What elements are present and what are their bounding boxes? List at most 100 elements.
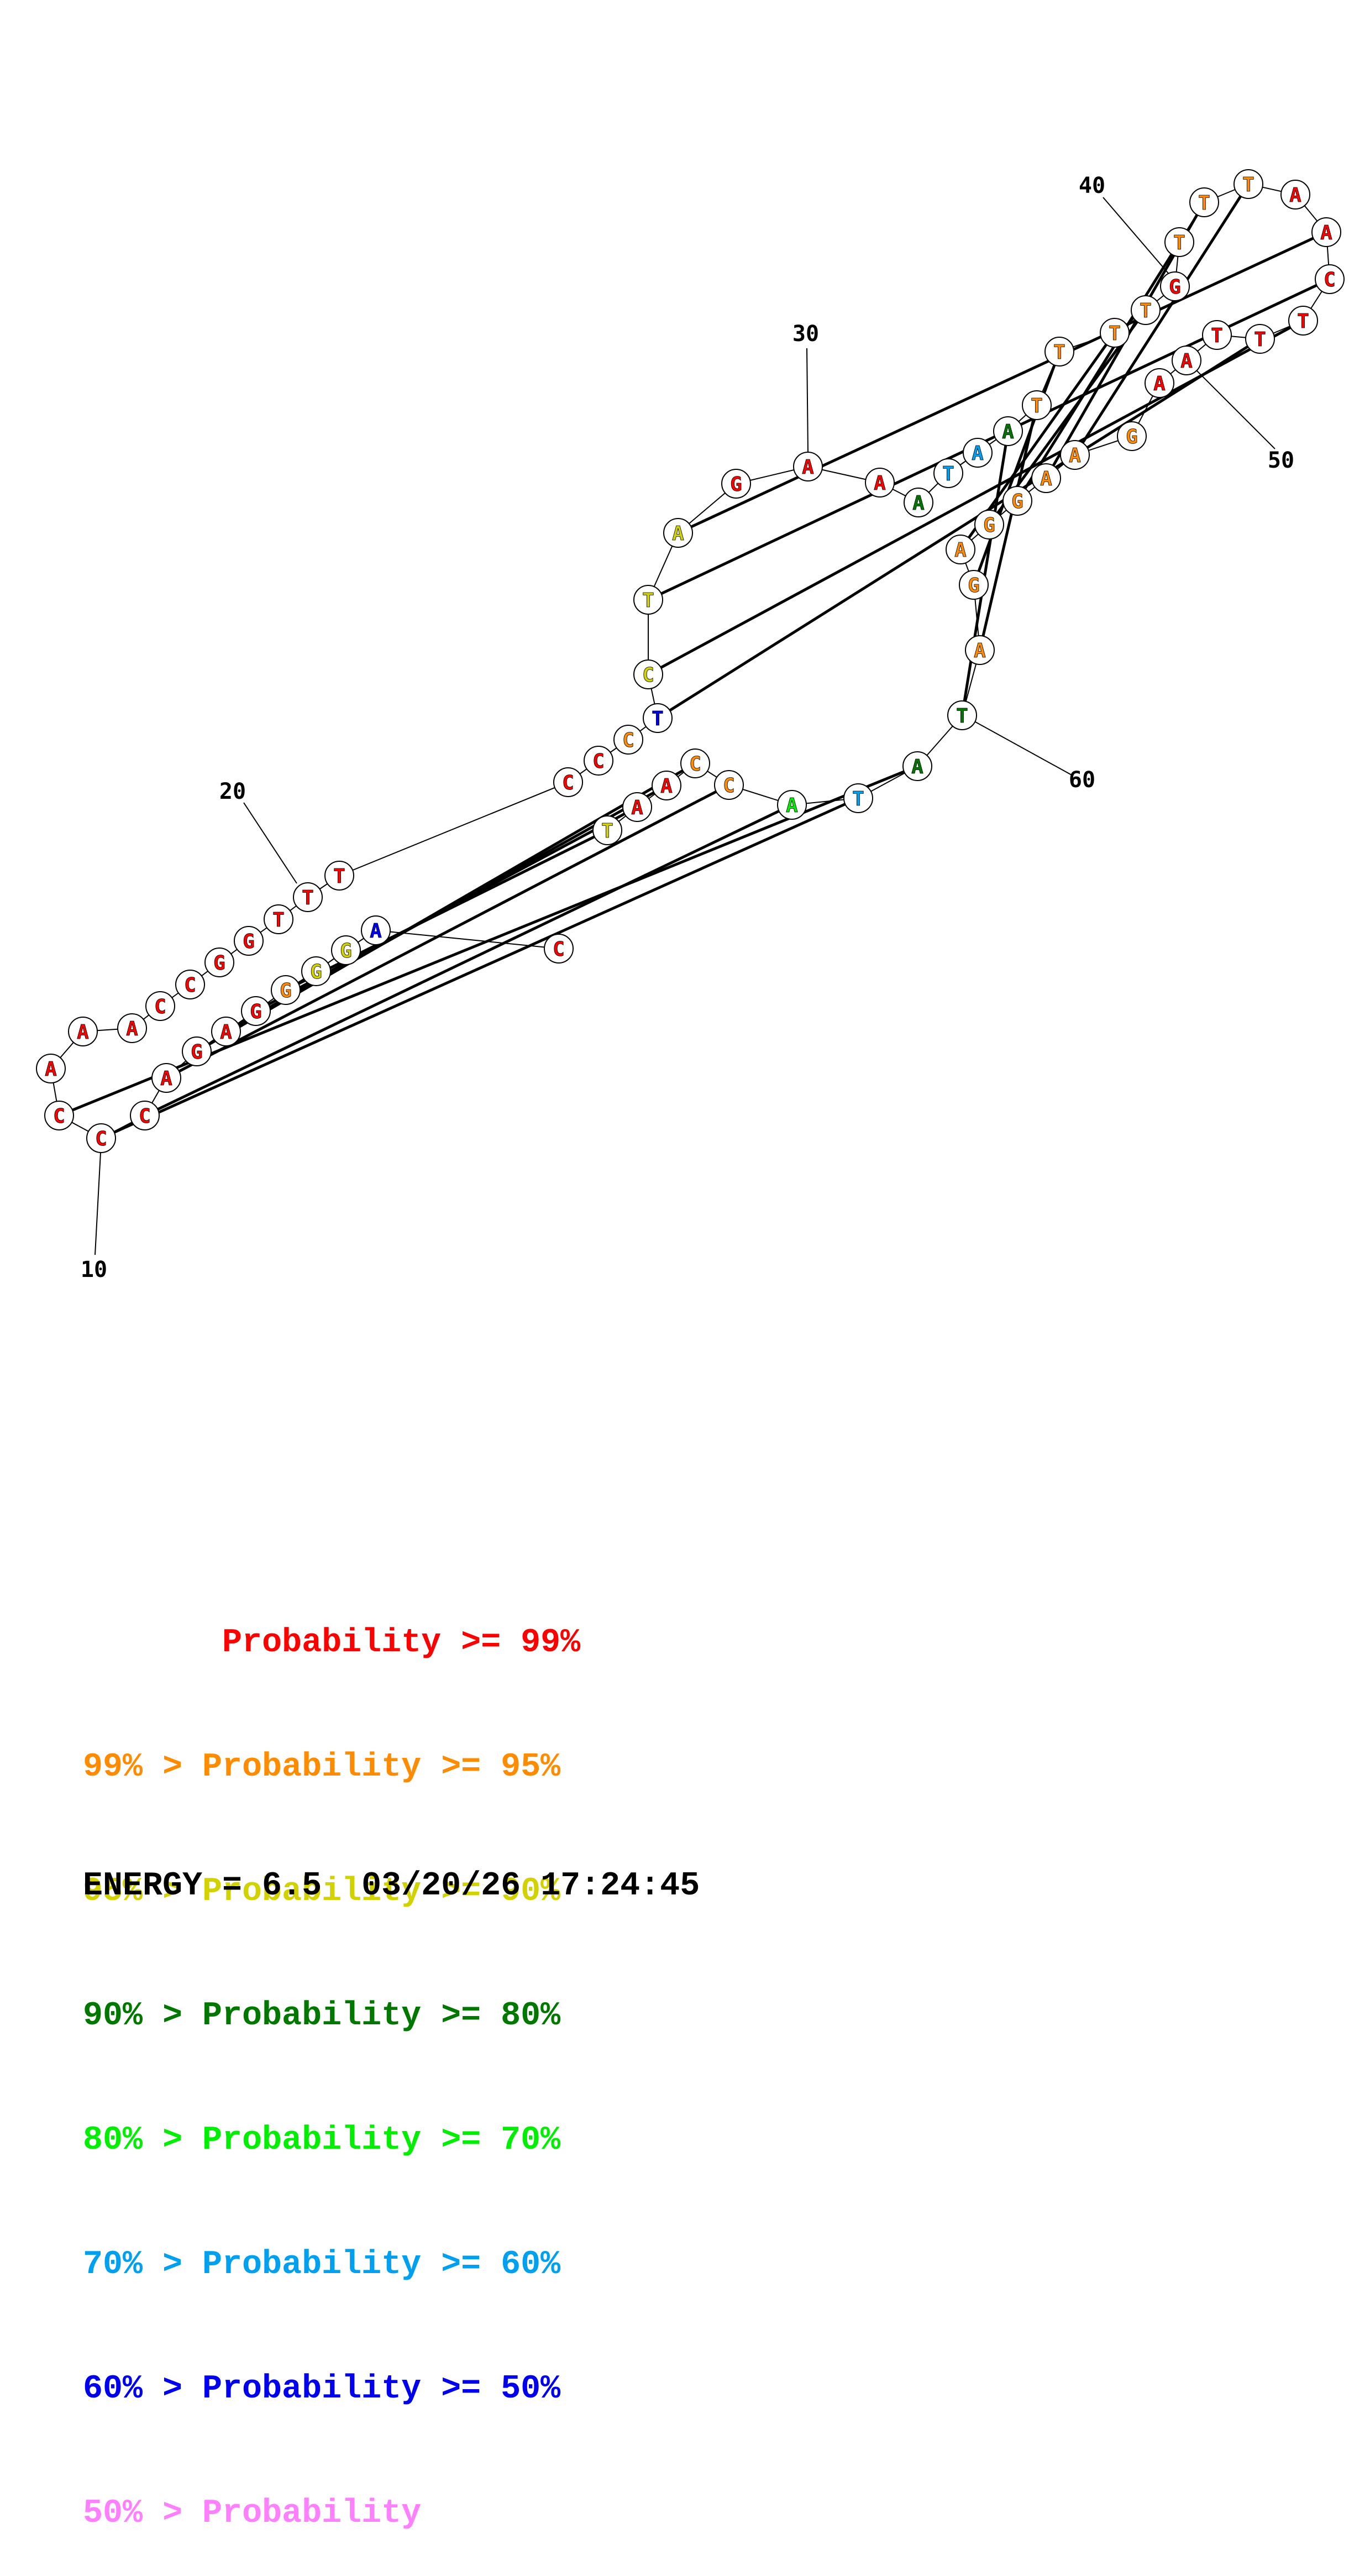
nucleotide-circle — [86, 1123, 116, 1153]
nucleotide-circle — [324, 861, 354, 891]
base-pair-bond — [657, 337, 1261, 720]
position-label: 10 — [81, 1257, 107, 1282]
nucleotide: C — [680, 748, 710, 778]
nucleotide-circle — [1145, 368, 1174, 398]
nucleotide-base: G — [1011, 490, 1023, 513]
nucleotide: C — [553, 767, 583, 797]
nucleotide-circle — [680, 748, 710, 778]
nucleotide-base: T — [642, 589, 654, 612]
nucleotide-base: T — [956, 705, 968, 727]
backbone-segment — [339, 782, 569, 876]
nucleotide-base: A — [631, 797, 643, 819]
nucleotide-base: A — [1180, 350, 1193, 373]
nucleotide: A — [36, 1054, 66, 1083]
nucleotide-base: A — [1069, 444, 1081, 467]
nucleotide-base: T — [333, 865, 345, 888]
nucleotide-base: C — [53, 1105, 65, 1128]
nucleotide-base: A — [77, 1021, 89, 1044]
nucleotide-circle — [904, 488, 933, 517]
nucleotide: T — [1131, 295, 1161, 325]
nucleotide: G — [241, 996, 271, 1026]
nucleotide: A — [993, 416, 1023, 446]
nucleotide-base: T — [1053, 341, 1065, 364]
nucleotide-base: A — [954, 539, 967, 562]
nucleotide-circle — [241, 996, 271, 1026]
nucleotide-base: T — [1173, 232, 1185, 254]
nucleotide: C — [633, 659, 663, 689]
position-tick — [95, 1152, 101, 1255]
nucleotide-base: T — [272, 909, 285, 931]
nucleotide-base: A — [1289, 184, 1301, 207]
nucleotide-base: C — [139, 1105, 151, 1128]
nucleotide-base: T — [852, 788, 864, 810]
nucleotide: G — [1002, 486, 1032, 516]
nucleotide: A — [361, 915, 391, 945]
nucleotide-circle — [622, 792, 652, 822]
nucleotide-base: T — [652, 708, 664, 730]
position-label: 40 — [1079, 173, 1105, 198]
nucleotide-circle — [130, 1101, 160, 1130]
nucleotide: A — [652, 771, 681, 800]
nucleotide: C — [714, 770, 744, 800]
nucleotide: A — [904, 488, 933, 517]
nucleotide-base: T — [1254, 328, 1266, 351]
nucleotide: C — [44, 1101, 74, 1130]
nucleotide-base: T — [1297, 310, 1309, 333]
nucleotide: A — [663, 518, 693, 548]
nucleotide-circle — [843, 783, 873, 813]
backbone — [50, 184, 1330, 1139]
nucleotide-circle — [1031, 463, 1061, 493]
nucleotide: T — [643, 703, 673, 733]
nucleotide: C — [145, 991, 175, 1021]
base-pair-bond — [1016, 241, 1181, 502]
nucleotide: C — [130, 1101, 160, 1130]
nucleotide-circle — [592, 815, 622, 845]
nucleotide: T — [1044, 337, 1074, 366]
nucleotide-base: G — [968, 574, 980, 597]
base-pair-bond — [100, 797, 859, 1140]
nucleotide-circle — [1288, 306, 1318, 336]
legend-entry-70-80: 80% > Probability >= 70% — [83, 2122, 561, 2159]
nucleotide-base: A — [1153, 373, 1166, 395]
nucleotide-base: T — [1140, 300, 1152, 322]
nucleotide-circle — [777, 790, 807, 820]
nucleotide: C — [613, 725, 643, 755]
nucleotide: T — [1164, 227, 1194, 257]
nucleotide: T — [293, 882, 323, 912]
nucleotide: T — [933, 458, 963, 488]
nucleotide: A — [865, 468, 895, 498]
nucleotide-circle — [175, 970, 205, 999]
nucleotide-base: C — [553, 938, 565, 961]
nucleotide: A — [963, 438, 993, 468]
nucleotide-base: A — [126, 1018, 138, 1040]
nucleotide-base: G — [310, 961, 322, 983]
nucleotide: T — [1100, 318, 1130, 348]
nucleotide: A — [946, 535, 975, 564]
nucleotide: T — [324, 861, 354, 891]
nucleotide-circle — [1117, 421, 1147, 451]
nucleotide: T — [1189, 187, 1219, 217]
nucleotide-circle — [1060, 440, 1090, 470]
nucleotide: A — [151, 1063, 181, 1093]
position-tick — [243, 802, 297, 884]
base-pair-bond — [677, 231, 1327, 535]
nucleotide-base: G — [243, 930, 255, 953]
nucleotide: G — [959, 570, 989, 600]
nucleotide-circle — [1245, 324, 1275, 354]
nucleotide-base: A — [874, 472, 886, 495]
nucleotide: G — [1160, 271, 1190, 301]
nucleotide-base: C — [184, 974, 196, 997]
nucleotide-base: C — [1324, 269, 1336, 291]
nucleotide-circle — [633, 659, 663, 689]
nucleotide-circle — [793, 452, 823, 481]
base-pair-bond — [978, 405, 1038, 651]
nucleotide: A — [68, 1017, 98, 1046]
legend-entry-lt-50: 50% > Probability — [83, 2495, 422, 2532]
nucleotide-circle — [663, 518, 693, 548]
nucleotide-base: A — [672, 522, 684, 545]
base-pair-bonds — [59, 183, 1331, 1140]
nucleotide-circle — [264, 904, 293, 934]
nucleotide: C — [1315, 264, 1345, 294]
nucleotide: A — [777, 790, 807, 820]
